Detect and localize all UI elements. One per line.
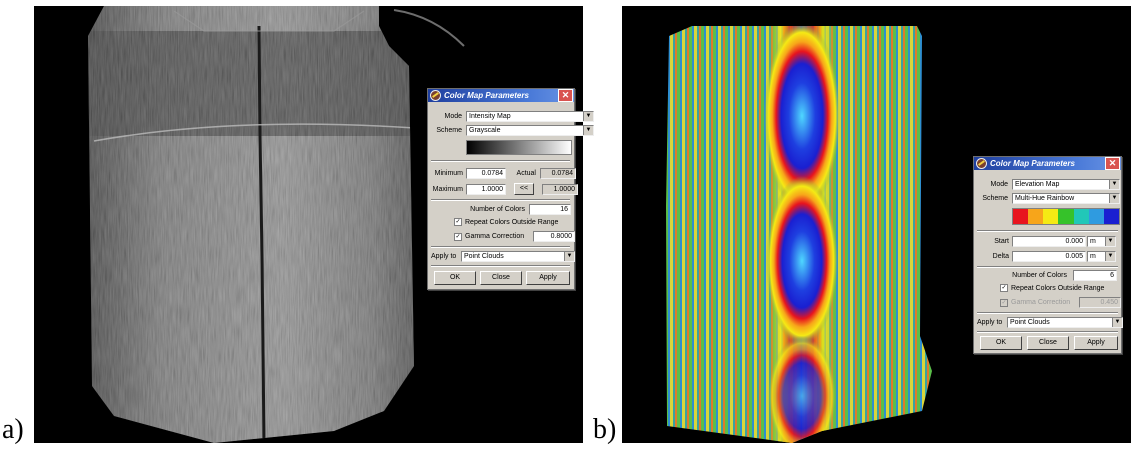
dialog-title: Color Map Parameters xyxy=(990,159,1075,168)
chevron-down-icon: ▼ xyxy=(1109,180,1119,189)
close-icon[interactable]: ✕ xyxy=(558,89,573,102)
mode-value: Elevation Map xyxy=(1015,181,1060,188)
mode-label: Mode xyxy=(990,181,1008,188)
gamma-checkbox[interactable]: ✓ xyxy=(454,232,462,241)
rainbow-swatch-3 xyxy=(1058,209,1074,224)
scheme-select[interactable]: Grayscale ▼ xyxy=(466,125,594,136)
intensity-point-cloud xyxy=(88,6,465,443)
apply-to-select[interactable]: Point Clouds ▼ xyxy=(461,251,575,262)
separator xyxy=(977,230,1118,232)
delta-unit: m xyxy=(1090,253,1096,260)
ok-button[interactable]: OK xyxy=(434,271,476,285)
rainbow-swatch-6 xyxy=(1103,209,1119,224)
start-input[interactable]: 0.000 xyxy=(1012,236,1086,247)
gamma-checkbox[interactable]: ✓ xyxy=(1000,298,1008,307)
ok-button[interactable]: OK xyxy=(980,336,1022,350)
scheme-value: Multi-Hue Rainbow xyxy=(1015,195,1075,202)
panel-b-label: b) xyxy=(593,414,617,445)
elevation-point-cloud xyxy=(666,26,932,443)
separator xyxy=(977,331,1118,333)
chevron-down-icon: ▼ xyxy=(583,126,593,135)
minimum-input[interactable]: 0.0784 xyxy=(466,168,506,179)
color-map-dialog-elevation: Color Map Parameters ✕ Mode Elevation Ma… xyxy=(973,156,1123,354)
apply-to-value: Point Clouds xyxy=(464,253,504,260)
gamma-input[interactable]: 0.8000 xyxy=(533,231,575,242)
delta-label: Delta xyxy=(992,253,1009,260)
start-label: Start xyxy=(994,238,1009,245)
delta-unit-select[interactable]: m ▼ xyxy=(1087,251,1116,262)
apply-button[interactable]: Apply xyxy=(526,271,570,285)
apply-to-value: Point Clouds xyxy=(1010,319,1050,326)
mode-value: Intensity Map xyxy=(469,113,511,120)
swap-button[interactable]: << xyxy=(514,183,534,195)
panel-a-label: a) xyxy=(2,414,24,445)
gamma-input[interactable]: 0.450 xyxy=(1079,297,1121,308)
maximum-input[interactable]: 1.0000 xyxy=(466,183,506,195)
num-colors-input[interactable]: 6 xyxy=(1073,270,1117,281)
scheme-select[interactable]: Multi-Hue Rainbow ▼ xyxy=(1012,193,1120,204)
rainbow-preview-bar xyxy=(1012,208,1120,225)
scheme-label: Scheme xyxy=(982,195,1008,202)
rainbow-swatch-2 xyxy=(1043,209,1059,224)
repeat-colors-checkbox[interactable]: ✓ xyxy=(1000,284,1008,292)
start-unit: m xyxy=(1090,238,1096,245)
chevron-down-icon: ▼ xyxy=(1112,318,1122,327)
repeat-colors-checkbox[interactable]: ✓ xyxy=(454,218,462,226)
chevron-down-icon: ▼ xyxy=(1105,252,1115,261)
point-cloud-viewport-intensity[interactable] xyxy=(34,6,583,443)
separator xyxy=(431,160,570,162)
separator xyxy=(977,312,1118,314)
maximum-label: Maximum xyxy=(432,185,463,193)
apply-to-select[interactable]: Point Clouds ▼ xyxy=(1007,317,1123,328)
color-map-dialog-intensity: Color Map Parameters ✕ Mode Intensity Ma… xyxy=(427,88,594,290)
gamma-label: Gamma Correction xyxy=(465,233,525,240)
app-icon xyxy=(430,90,441,101)
repeat-colors-label: Repeat Colors Outside Range xyxy=(465,218,559,226)
actual-label: Actual xyxy=(516,170,536,177)
mode-select[interactable]: Elevation Map ▼ xyxy=(1012,179,1120,190)
start-unit-select[interactable]: m ▼ xyxy=(1087,236,1116,247)
apply-to-label: Apply to xyxy=(977,319,1003,326)
rainbow-swatch-4 xyxy=(1073,209,1089,224)
close-button[interactable]: Close xyxy=(1027,336,1069,350)
actual-min-value: 0.0784 xyxy=(540,168,576,179)
grayscale-preview-bar xyxy=(466,140,572,155)
repeat-colors-label: Repeat Colors Outside Range xyxy=(1011,284,1105,292)
scheme-value: Grayscale xyxy=(469,127,501,134)
separator xyxy=(431,265,570,267)
dialog-title: Color Map Parameters xyxy=(444,91,529,100)
minimum-label: Minimum xyxy=(434,170,463,177)
apply-button[interactable]: Apply xyxy=(1074,336,1118,350)
num-colors-input[interactable]: 16 xyxy=(529,204,571,215)
chevron-down-icon: ▼ xyxy=(1109,194,1119,203)
point-cloud-viewport-elevation[interactable] xyxy=(622,6,1131,443)
num-colors-label: Number of Colors xyxy=(1012,272,1067,279)
dialog-titlebar[interactable]: Color Map Parameters ✕ xyxy=(428,89,574,102)
gamma-label: Gamma Correction xyxy=(1011,299,1071,306)
separator xyxy=(431,246,570,248)
delta-input[interactable]: 0.005 xyxy=(1012,251,1086,262)
mode-select[interactable]: Intensity Map ▼ xyxy=(466,111,594,122)
close-button[interactable]: Close xyxy=(480,271,522,285)
scheme-label: Scheme xyxy=(436,127,462,134)
rainbow-swatch-5 xyxy=(1088,209,1104,224)
rainbow-swatch-1 xyxy=(1028,209,1044,224)
mode-label: Mode xyxy=(444,113,462,120)
apply-to-label: Apply to xyxy=(431,253,457,260)
num-colors-label: Number of Colors xyxy=(470,206,525,213)
chevron-down-icon: ▼ xyxy=(583,112,593,121)
close-icon[interactable]: ✕ xyxy=(1105,157,1120,170)
dialog-titlebar[interactable]: Color Map Parameters ✕ xyxy=(974,157,1121,170)
separator xyxy=(431,199,570,201)
chevron-down-icon: ▼ xyxy=(1105,237,1115,246)
chevron-down-icon: ▼ xyxy=(564,252,574,261)
rainbow-swatch-0 xyxy=(1013,209,1029,224)
app-icon xyxy=(976,158,987,169)
actual-max-value: 1.0000 xyxy=(542,183,578,195)
separator xyxy=(977,266,1118,268)
